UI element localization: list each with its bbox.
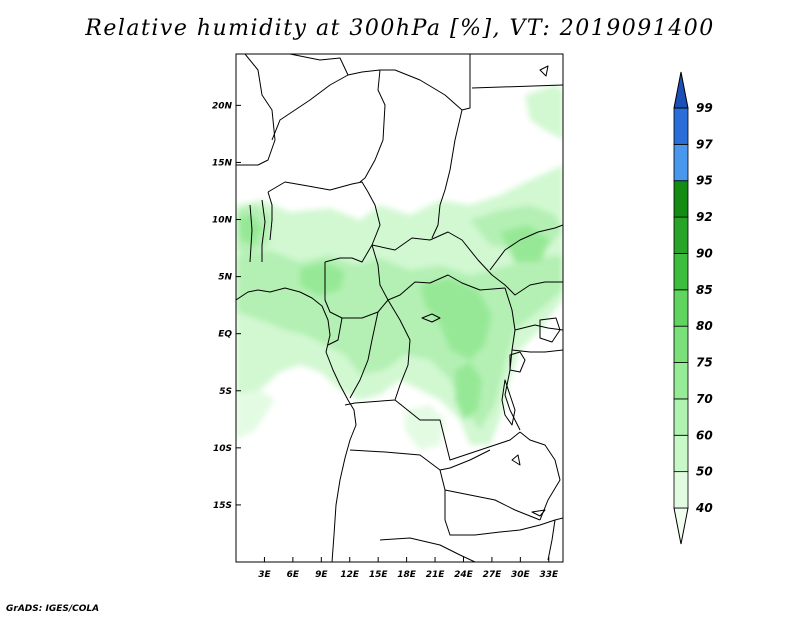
border-line <box>511 349 563 353</box>
border-line <box>271 54 349 141</box>
lake-outline <box>539 317 561 343</box>
humidity-region <box>420 278 492 360</box>
colorbar-segment <box>673 325 689 363</box>
lake-outline <box>421 313 441 323</box>
border-line <box>439 109 463 206</box>
lon-tick-label: 27E <box>483 570 503 580</box>
colorbar-label: 50 <box>696 465 713 479</box>
humidity-region <box>236 390 275 440</box>
border-line <box>347 54 471 111</box>
colorbar-segment <box>673 434 689 473</box>
colorbar-label: 90 <box>696 246 713 260</box>
lake-outline <box>509 351 526 373</box>
colorbar-label: 85 <box>696 283 713 297</box>
border-line <box>327 317 343 346</box>
colorbar-segment <box>673 143 689 182</box>
lat-tick-label: 15S <box>213 501 232 511</box>
border-line <box>249 204 253 263</box>
colorbar-label: 70 <box>696 392 713 406</box>
lat-tick-label: 10N <box>212 216 233 226</box>
lake-outline <box>531 509 546 517</box>
border-line <box>394 399 521 461</box>
border-line <box>379 537 476 562</box>
lon-tick-label: 21E <box>426 570 446 580</box>
border-line <box>267 191 273 241</box>
border-line <box>519 431 561 521</box>
lon-tick-label: 15E <box>369 570 389 580</box>
lon-tick-label: 24E <box>454 570 474 580</box>
lon-tick-label: 30E <box>511 570 531 580</box>
humidity-region <box>525 85 563 140</box>
longitude-axis: 3E 6E 9E 12E 15E 18E 21E 24E 27E 30E 33E <box>258 557 559 580</box>
colorbar: 40 50 60 70 75 80 85 90 92 95 97 99 <box>673 71 713 545</box>
lake-outline <box>539 65 549 77</box>
colorbar-label: 75 <box>696 356 713 370</box>
lake-outline <box>501 379 516 426</box>
humidity-region <box>500 225 550 262</box>
coastline <box>236 287 357 562</box>
border-line <box>371 244 506 301</box>
colorbar-label: 92 <box>696 210 713 224</box>
border-line <box>514 324 563 331</box>
border-line <box>489 224 563 271</box>
colorbar-label: 97 <box>696 137 713 151</box>
lon-tick-label: 6E <box>287 570 300 580</box>
border-line <box>371 231 563 296</box>
colorbar-segment <box>673 253 689 291</box>
colorbar-label: 95 <box>696 174 713 188</box>
colorbar-segment <box>673 289 689 327</box>
border-line <box>547 519 556 561</box>
humidity-field <box>236 85 563 450</box>
border-line <box>444 489 541 521</box>
colorbar-segment <box>673 216 689 254</box>
colorbar-segment <box>673 71 689 109</box>
colorbar-segment <box>673 398 689 436</box>
border-line <box>431 204 441 239</box>
humidity-region <box>455 362 482 420</box>
lon-tick-label: 3E <box>258 570 271 580</box>
country-borders <box>236 54 563 562</box>
humidity-region <box>405 405 445 450</box>
lat-tick-label: EQ <box>218 330 232 340</box>
lake-outline <box>511 454 521 466</box>
colorbar-segment <box>673 507 689 545</box>
colorbar-label: 99 <box>696 101 713 115</box>
lon-tick-label: 33E <box>539 570 559 580</box>
border-line <box>267 181 381 263</box>
credit-label: GrADS: IGES/COLA <box>6 604 100 614</box>
lat-tick-label: 15N <box>212 158 233 168</box>
lat-tick-label: 5N <box>218 273 232 283</box>
lat-tick-label: 5S <box>219 387 232 397</box>
border-line <box>471 84 563 89</box>
colorbar-label: 40 <box>695 501 713 515</box>
colorbar-label: 60 <box>696 428 713 442</box>
border-line <box>349 449 563 536</box>
lon-tick-label: 9E <box>315 570 328 580</box>
map-frame <box>235 53 564 563</box>
border-line <box>236 54 276 166</box>
border-line <box>261 199 266 262</box>
border-line <box>504 287 521 431</box>
colorbar-segment <box>673 471 689 509</box>
lon-tick-label: 18E <box>397 570 417 580</box>
colorbar-segment <box>673 107 689 145</box>
humidity-region <box>300 262 345 296</box>
border-line <box>344 299 411 406</box>
colorbar-segment <box>673 362 689 400</box>
lat-tick-label: 10S <box>213 444 232 454</box>
map-title: Relative humidity at 300hPa [%], VT: 201… <box>85 16 715 41</box>
lon-tick-label: 12E <box>340 570 360 580</box>
colorbar-segment <box>673 180 689 218</box>
colorbar-label: 80 <box>696 319 713 333</box>
border-line <box>359 69 386 183</box>
border-line <box>349 311 379 399</box>
lat-tick-label: 20N <box>212 101 233 111</box>
latitude-axis: 20N 15N 10N 5N EQ 5S 10S 15S <box>212 101 241 511</box>
humidity-region <box>238 214 262 245</box>
border-line <box>439 449 491 471</box>
